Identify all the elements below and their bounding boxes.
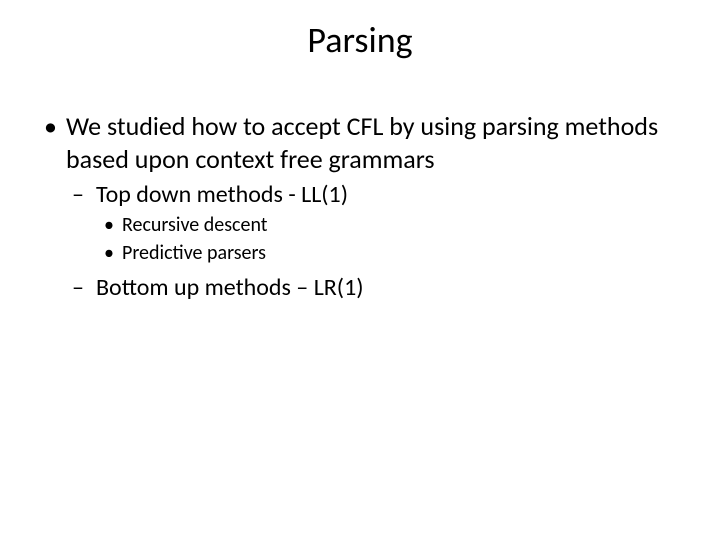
slide-title: Parsing [0,18,720,62]
bullet-lvl2-item: Bottom up methods – LR(1) [66,272,684,303]
bullet-text: We studied how to accept CFL by using pa… [66,110,658,175]
bullet-text: Recursive descent [122,213,268,237]
slide-content: We studied how to accept CFL by using pa… [0,110,720,303]
slide: Parsing We studied how to accept CFL by … [0,0,720,540]
bullet-lvl3-item: Recursive descent [96,212,684,238]
bullet-list-lvl3: Recursive descent Predictive parsers [96,212,684,266]
bullet-lvl2-item: Top down methods - LL(1) Recursive desce… [66,179,684,266]
bullet-text: Bottom up methods – LR(1) [96,273,364,302]
bullet-lvl3-item: Predictive parsers [96,240,684,266]
bullet-text: Predictive parsers [122,241,266,265]
bullet-list-lvl1: We studied how to accept CFL by using pa… [36,110,684,303]
bullet-lvl1-item: We studied how to accept CFL by using pa… [36,110,684,303]
bullet-text: Top down methods - LL(1) [96,180,348,209]
bullet-list-lvl2: Top down methods - LL(1) Recursive desce… [66,179,684,303]
